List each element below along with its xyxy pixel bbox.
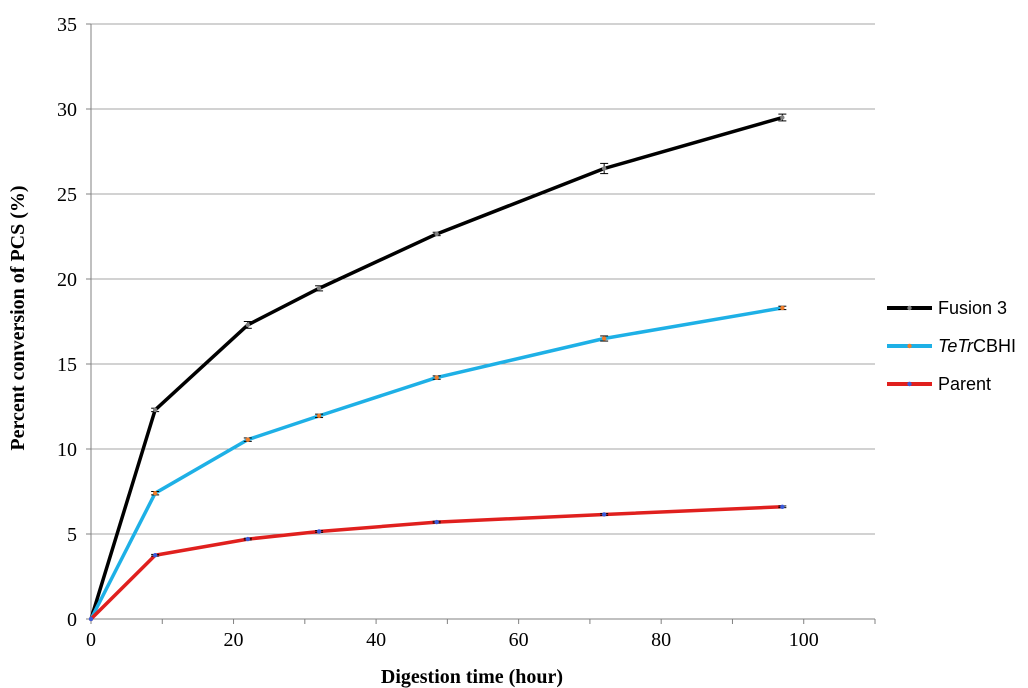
y-tick-label-5: 25 (57, 184, 77, 206)
data-point-2-1 (152, 553, 158, 558)
x-tick-label-3: 60 (509, 629, 529, 651)
data-point-1-2 (245, 437, 250, 442)
data-point-1-6 (780, 305, 785, 311)
series-2 (88, 504, 787, 622)
axes (86, 23, 876, 624)
data-point-2-2 (245, 536, 250, 542)
y-tick-label-0: 0 (67, 609, 77, 631)
legend-item-1: TeTrCBHI (887, 336, 1016, 356)
y-tick-label-4: 20 (57, 269, 77, 291)
x-tick-label-1: 20 (224, 629, 244, 651)
data-point-1-1 (152, 491, 158, 496)
x-tick-label-5: 100 (789, 629, 819, 651)
series-1 (88, 305, 787, 622)
series-0 (88, 113, 787, 622)
data-point-0-3 (316, 286, 322, 291)
data-point-2-6 (780, 504, 785, 509)
data-point-1-4 (434, 375, 439, 380)
series-line-0 (89, 115, 785, 621)
legend: Fusion 3 TeTrCBHI Parent (887, 298, 1016, 394)
y-tick-label-6: 30 (57, 99, 77, 121)
legend-label-1: TeTrCBHI (938, 336, 1016, 356)
y-tick-label-7: 35 (57, 14, 77, 36)
legend-item-0: Fusion 3 (887, 298, 1007, 318)
x-axis-title: Digestion time (hour) (381, 666, 563, 688)
data-point-1-3 (316, 413, 322, 419)
gridlines (91, 23, 875, 535)
x-tick-label-2: 40 (366, 629, 386, 651)
y-tick-label-1: 5 (67, 524, 77, 546)
data-point-0-5 (601, 166, 607, 171)
data-point-2-3 (316, 529, 322, 534)
y-tick-label-3: 15 (57, 354, 77, 376)
data-point-2-0 (88, 616, 94, 622)
legend-label-2: Parent (938, 374, 991, 394)
tick-labels: 0 5 10 15 20 25 30 35 0 20 40 60 80 100 (57, 14, 819, 651)
x-tick-label-0: 0 (86, 629, 96, 651)
data-point-0-4 (434, 231, 439, 237)
data-point-0-1 (152, 407, 158, 413)
data-point-2-5 (601, 512, 607, 517)
data-point-1-5 (601, 336, 607, 341)
y-axis-title: Percent conversion of PCS (%) (7, 185, 29, 450)
data-point-0-6 (780, 115, 785, 120)
data-point-2-4 (434, 519, 439, 525)
legend-item-2: Parent (887, 374, 991, 394)
series-line-1 (89, 306, 785, 621)
y-tick-label-2: 10 (57, 439, 77, 461)
legend-label-0: Fusion 3 (938, 298, 1007, 318)
series-lines (88, 113, 787, 622)
data-point-0-2 (245, 322, 250, 328)
x-tick-label-4: 80 (651, 629, 671, 651)
